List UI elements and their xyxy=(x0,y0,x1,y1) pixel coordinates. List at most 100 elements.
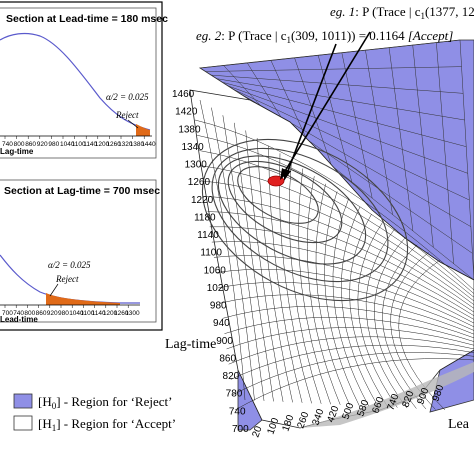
equations: eg. 1: P (Trace | c1(1377, 12 eg. 2: P (… xyxy=(196,4,474,45)
accept-surface xyxy=(189,89,474,429)
eg1-arrow xyxy=(281,31,371,177)
mesh-line xyxy=(324,191,360,406)
lag-tick-label: 1100 xyxy=(200,248,222,259)
lag-tick-label: 940 xyxy=(213,318,230,329)
mesh-line xyxy=(382,244,427,410)
mesh-line xyxy=(205,196,474,309)
lag-tick-label: 1260 xyxy=(188,177,211,188)
eg1-equation: eg. 1: P (Trace | c1(1377, 12 xyxy=(330,4,474,21)
mesh-line xyxy=(199,99,246,401)
eg2-prefix: eg. 2 xyxy=(196,28,222,43)
top-tick-label: 980 xyxy=(48,141,59,148)
sections-panel: Section at Lead-time = 180 msec 740 800 86… xyxy=(0,1,168,331)
mesh-line xyxy=(315,183,350,406)
mesh-line xyxy=(194,119,474,291)
contour-ring xyxy=(201,138,409,302)
reject-grid-line xyxy=(412,45,434,248)
bottom-tick-label: 1040 xyxy=(69,310,84,317)
lag-tick-label: 900 xyxy=(216,336,233,347)
legend-swatch-reject xyxy=(13,393,33,409)
top-tick-label: 860 xyxy=(25,141,36,148)
eg2-rest: (309, 1011)) = 0.1164 xyxy=(291,28,405,43)
top-tick-label: 1200 xyxy=(95,141,110,148)
lag-tick-label: 1380 xyxy=(178,124,201,135)
reject-grid-line xyxy=(227,85,468,174)
top-section-reject-area xyxy=(136,124,150,136)
eg1-rest: (1377, 12 xyxy=(425,4,474,19)
reject-grid-line xyxy=(436,42,454,264)
mesh-line xyxy=(307,176,341,405)
accept-surface-mesh xyxy=(194,99,474,411)
top-tick-label: 800 xyxy=(14,141,25,148)
reject-grid-line xyxy=(459,39,474,281)
contour-ring xyxy=(237,166,319,224)
mesh-line xyxy=(234,122,274,402)
mesh-line xyxy=(234,358,474,411)
contour-ring xyxy=(227,160,343,244)
eg2-sub: 1 xyxy=(286,35,291,45)
top-tick-label: 920 xyxy=(37,141,48,148)
reject-grid-line xyxy=(365,50,393,215)
eg2-arrowhead xyxy=(284,169,291,181)
legend-reject-text: [H0] - Region for ‘Reject’ xyxy=(38,394,172,411)
bottom-tick-label: 740 xyxy=(13,310,24,317)
lag-tick-label: 980 xyxy=(210,301,227,312)
reject-grid-line xyxy=(294,57,332,166)
bottom-section-xlabel: Lead-time xyxy=(0,315,38,324)
contour-ring xyxy=(217,155,367,265)
mesh-line xyxy=(222,115,265,401)
bottom-tick-label: 980 xyxy=(58,310,69,317)
bottom-section-frame xyxy=(0,179,157,323)
lag-tick-label: 1300 xyxy=(185,160,208,171)
bottom-section-alpha: α/2 = 0.025 xyxy=(48,260,91,270)
lag-tick-label: 740 xyxy=(229,406,246,417)
bottom-tick-label: 1100 xyxy=(80,310,94,317)
reject-grid-line xyxy=(216,78,465,121)
lag-tick-label: 1340 xyxy=(181,142,204,153)
top-tick-label: 1260 xyxy=(106,141,121,148)
bottom-section-reject-area xyxy=(46,293,120,305)
bottom-section-reject: Reject xyxy=(55,274,79,284)
bottom-tick-label: 800 xyxy=(24,310,35,317)
legend-accept-text: [H1] - Region for ‘Accept’ xyxy=(38,416,176,433)
reject-grid-line xyxy=(341,52,373,199)
bottom-section-chart: Section at Lag-time = 700 msec 700 740 800… xyxy=(0,179,160,324)
reject-grid-line xyxy=(388,47,414,231)
lag-tick-label: 1220 xyxy=(191,195,214,206)
legend: [H0] - Region for ‘Reject’ [H1] - Region… xyxy=(13,393,176,433)
mesh-line xyxy=(349,214,389,408)
reject-grid-line xyxy=(205,66,462,72)
lag-tick-label: 820 xyxy=(223,371,240,382)
mesh-line xyxy=(357,221,398,408)
mesh-line xyxy=(211,107,255,401)
mesh-line xyxy=(256,138,293,403)
top-tick-label: 1040 xyxy=(60,141,75,148)
mesh-line xyxy=(218,282,474,331)
top-section-reject-pointer xyxy=(127,119,139,129)
surface-plot: 1460 1420 1380 1340 1300 1260 1220 1180 1140 1100… xyxy=(165,31,474,439)
bottom-tick-label: 860 xyxy=(36,310,47,317)
bottom-tick-label: 700 xyxy=(2,310,13,317)
top-section-xlabel: Lag-time xyxy=(0,147,34,156)
top-tick-label: 1440 xyxy=(141,141,156,148)
mesh-line xyxy=(341,206,379,407)
top-section-curve xyxy=(0,32,151,131)
lag-axis-label: Lag-time xyxy=(165,337,216,352)
lead-tick-label: 20 xyxy=(250,424,264,439)
mesh-line xyxy=(201,165,474,302)
mesh-line xyxy=(374,236,417,409)
lag-tick-label: 1140 xyxy=(197,230,219,241)
mesh-line xyxy=(288,160,322,404)
eg1-prefix: eg. 1 xyxy=(330,4,355,19)
bottom-tick-label: 920 xyxy=(47,310,58,317)
eg1-sub: 1 xyxy=(420,11,425,21)
top-tick-label: 740 xyxy=(2,141,13,148)
reject-grid-line xyxy=(270,60,312,150)
top-section-reject: Reject xyxy=(115,110,139,120)
reject-grid-line xyxy=(222,81,467,147)
eg2-body: : P (Trace | c xyxy=(221,28,286,43)
top-tick-label: 1320 xyxy=(118,141,133,148)
bottom-tick-label: 1200 xyxy=(103,310,118,317)
top-tick-label: 1100 xyxy=(72,141,86,148)
